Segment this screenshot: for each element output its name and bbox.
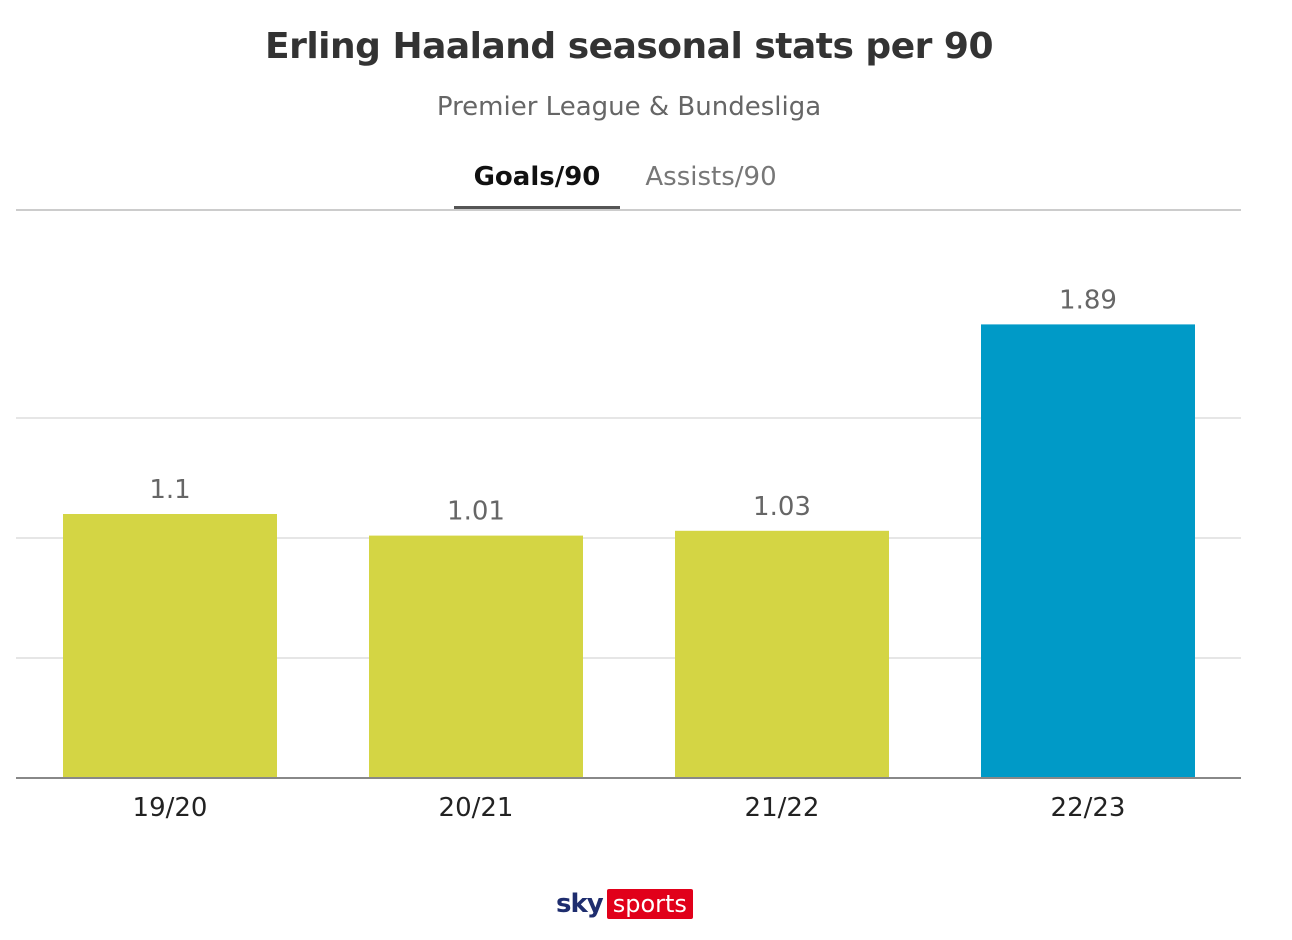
sky-sports-logo: sky sports (556, 887, 693, 921)
tab-assists-per-90[interactable]: Assists/90 (645, 162, 777, 192)
x-tick-label-20/21: 20/21 (439, 793, 514, 823)
tab-goals-per-90[interactable]: Goals/90 (454, 156, 620, 210)
x-tick-label-22/23: 22/23 (1051, 793, 1126, 823)
value-label-19/20: 1.1 (149, 475, 190, 505)
value-labels: 1.1 1.01 1.03 1.89 (149, 285, 1117, 526)
chart-subtitle: Premier League & Bundesliga (436, 92, 822, 122)
value-label-21/22: 1.03 (753, 492, 811, 522)
x-tick-label-21/22: 21/22 (745, 793, 820, 823)
logo-sports: sports (606, 889, 693, 919)
bars (63, 324, 1195, 778)
bar-21/22[interactable] (675, 530, 889, 778)
x-axis-labels: 19/20 20/21 21/22 22/23 (133, 793, 1126, 823)
chart-title: Erling Haaland seasonal stats per 90 (265, 26, 994, 67)
logo-sky: sky (556, 889, 604, 919)
value-label-20/21: 1.01 (447, 497, 505, 527)
x-tick-label-19/20: 19/20 (133, 793, 208, 823)
tabs-divider (16, 209, 1241, 211)
bar-19/20[interactable] (63, 514, 277, 778)
bar-22/23[interactable] (981, 324, 1195, 778)
bar-chart: 1.1 1.01 1.03 1.89 19/20 20/21 21/22 22/23 (16, 285, 1241, 823)
bar-20/21[interactable] (369, 535, 583, 778)
value-label-22/23: 1.89 (1059, 285, 1117, 315)
